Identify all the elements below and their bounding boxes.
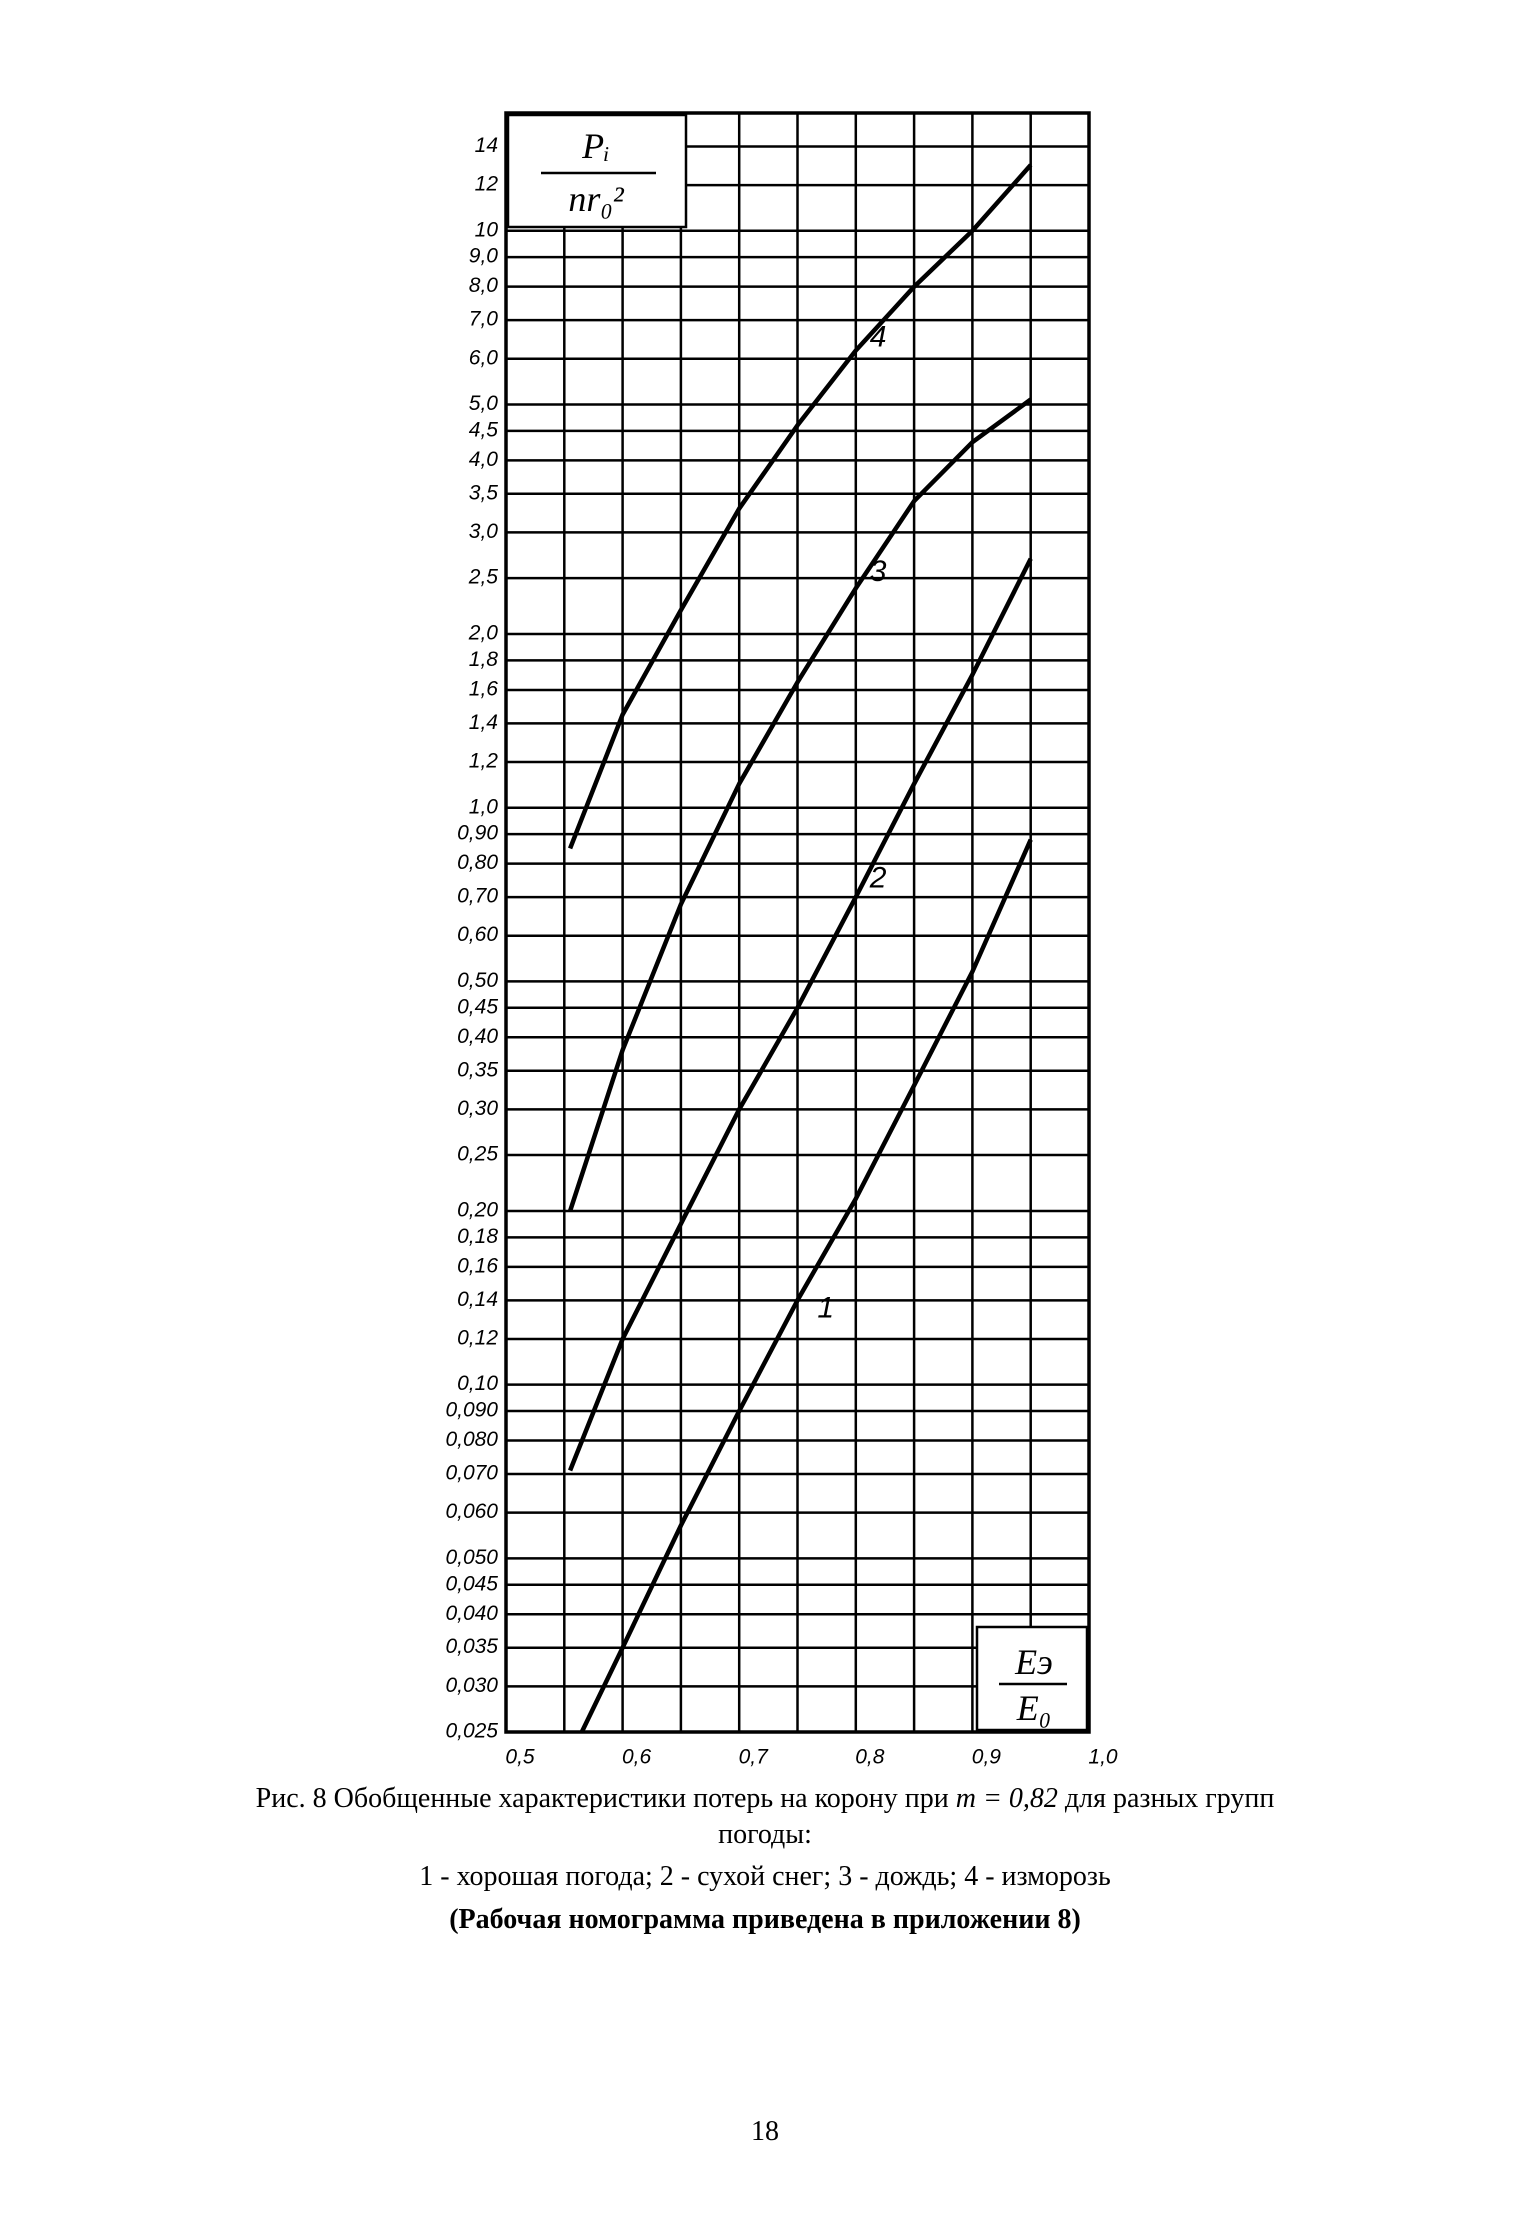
- curve: [568, 163, 1033, 850]
- y-tick-label: 2,5: [468, 566, 499, 589]
- y-tick-label: 0,060: [445, 1500, 498, 1523]
- y-tick-label: 7,0: [469, 308, 499, 331]
- curve-label: 3: [870, 555, 887, 588]
- y-tick-label: 4,0: [469, 448, 499, 471]
- y-tick-label: 1,4: [469, 711, 498, 734]
- y-tick-label: 0,18: [457, 1225, 498, 1248]
- y-tick-label: 4,5: [469, 418, 499, 441]
- y-tick-label: 1,0: [469, 795, 499, 818]
- y-tick-label: 0,040: [445, 1602, 498, 1625]
- y-label: nr₀²: [568, 179, 625, 219]
- x-label: Eэ: [1014, 1642, 1053, 1682]
- y-tick-label: 2,0: [468, 622, 499, 645]
- label-box: [975, 1625, 1089, 1732]
- y-tick-label: 5,0: [469, 392, 499, 415]
- y-tick-label: 10: [475, 218, 499, 241]
- caption-line: (Рабочая номограмма приведена в приложен…: [449, 1904, 1081, 1935]
- y-tick-label: 12: [475, 173, 499, 196]
- curve-label: 4: [870, 321, 887, 354]
- y-tick-label: 1,6: [469, 677, 499, 700]
- y-tick-label: 3,0: [469, 520, 499, 543]
- y-tick-label: 0,80: [457, 851, 498, 874]
- x-tick-label: 0,5: [505, 1746, 535, 1769]
- y-tick-label: 0,045: [445, 1572, 498, 1595]
- caption-line: Рис. 8 Обобщенные характеристики потерь …: [256, 1783, 1275, 1814]
- x-tick-label: 0,7: [739, 1746, 770, 1769]
- y-tick-label: 0,35: [457, 1058, 498, 1081]
- x-tick-label: 0,6: [622, 1746, 652, 1769]
- y-tick-label: 0,080: [445, 1428, 498, 1451]
- y-tick-label: 14: [475, 134, 498, 157]
- y-tick-label: 0,090: [445, 1399, 498, 1422]
- caption-text: Рис. 8 Обобщенные характеристики потерь …: [256, 1783, 956, 1814]
- x-label: E₀: [1016, 1688, 1052, 1728]
- label-box: [506, 113, 688, 229]
- y-tick-label: 0,30: [457, 1097, 498, 1120]
- curve: [567, 397, 1033, 1212]
- y-tick-label: 0,50: [457, 969, 498, 992]
- y-tick-label: 0,20: [457, 1199, 498, 1222]
- x-tick-label: 1,0: [1088, 1746, 1118, 1769]
- y-tick-label: 0,050: [445, 1546, 498, 1569]
- y-tick-label: 0,10: [457, 1372, 498, 1395]
- y-tick-label: 9,0: [469, 245, 499, 268]
- y-tick-label: 0,030: [445, 1674, 498, 1697]
- y-tick-label: 0,60: [457, 923, 498, 946]
- y-tick-label: 0,25: [457, 1143, 498, 1166]
- caption-text: для разных групп: [1058, 1783, 1274, 1814]
- plot-frame: [504, 111, 1091, 1734]
- y-tick-label: 0,90: [457, 822, 498, 845]
- y-tick-label: 0,40: [457, 1025, 498, 1048]
- caption-line: погоды:: [718, 1819, 812, 1850]
- y-tick-label: 1,8: [469, 648, 499, 671]
- curve: [568, 557, 1033, 1472]
- y-tick-label: 1,2: [469, 750, 499, 773]
- caption-line: 1 - хорошая погода; 2 - сухой снег; 3 - …: [419, 1861, 1110, 1892]
- page-number: 18: [751, 2116, 779, 2147]
- y-tick-label: 0,45: [457, 995, 498, 1018]
- y-tick-label: 0,70: [457, 885, 498, 908]
- y-tick-label: 8,0: [469, 274, 499, 297]
- y-tick-label: 0,14: [457, 1288, 498, 1311]
- x-tick-label: 0,8: [855, 1746, 885, 1769]
- y-tick-label: 0,035: [445, 1635, 498, 1658]
- y-tick-label: 6,0: [469, 346, 499, 369]
- x-tick-label: 0,9: [972, 1746, 1002, 1769]
- y-tick-label: 0,16: [457, 1254, 498, 1277]
- y-tick-label: 3,5: [469, 481, 499, 504]
- curve: [579, 838, 1033, 1733]
- y-tick-label: 0,070: [445, 1462, 498, 1485]
- y-label: Pᵢ: [581, 126, 610, 166]
- caption-italic: m = 0,82: [956, 1783, 1058, 1814]
- y-tick-label: 0,025: [445, 1720, 498, 1743]
- y-tick-label: 0,12: [457, 1327, 498, 1350]
- curve-label: 1: [817, 1291, 834, 1324]
- curve-label: 2: [869, 862, 887, 895]
